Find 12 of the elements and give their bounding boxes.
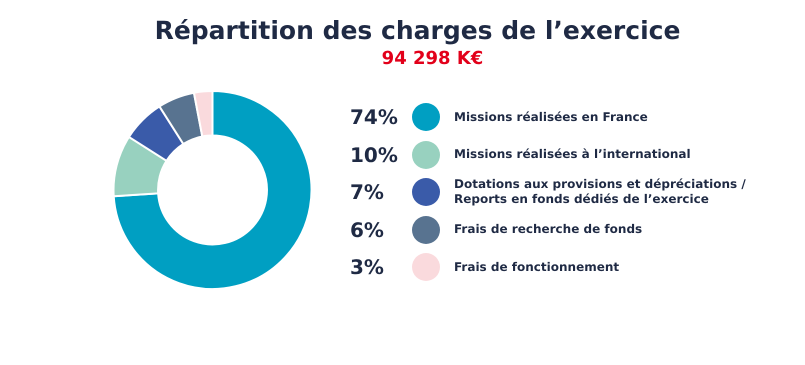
data-label: 10% [350,142,399,166]
data-label: 7% [350,180,385,204]
legend-label: Missions réalisées à l’international [454,147,692,162]
data-label: 74% [350,105,399,129]
legend-label: Dotations aux provisions et dépréciations / Reports en fonds dédiés de l’exercice [454,177,747,207]
chart-subtitle: 94 298 K€ [380,48,484,69]
data-label: 3% [350,255,385,279]
legend-label: Missions réalisées en France [454,110,649,124]
chart-title: Répartition des charges de l’exercice [154,16,682,45]
legend-label: Frais de fonctionnement [454,260,620,274]
data-label: 6% [350,218,385,242]
legend-label: Frais de recherche de fonds [454,222,644,237]
